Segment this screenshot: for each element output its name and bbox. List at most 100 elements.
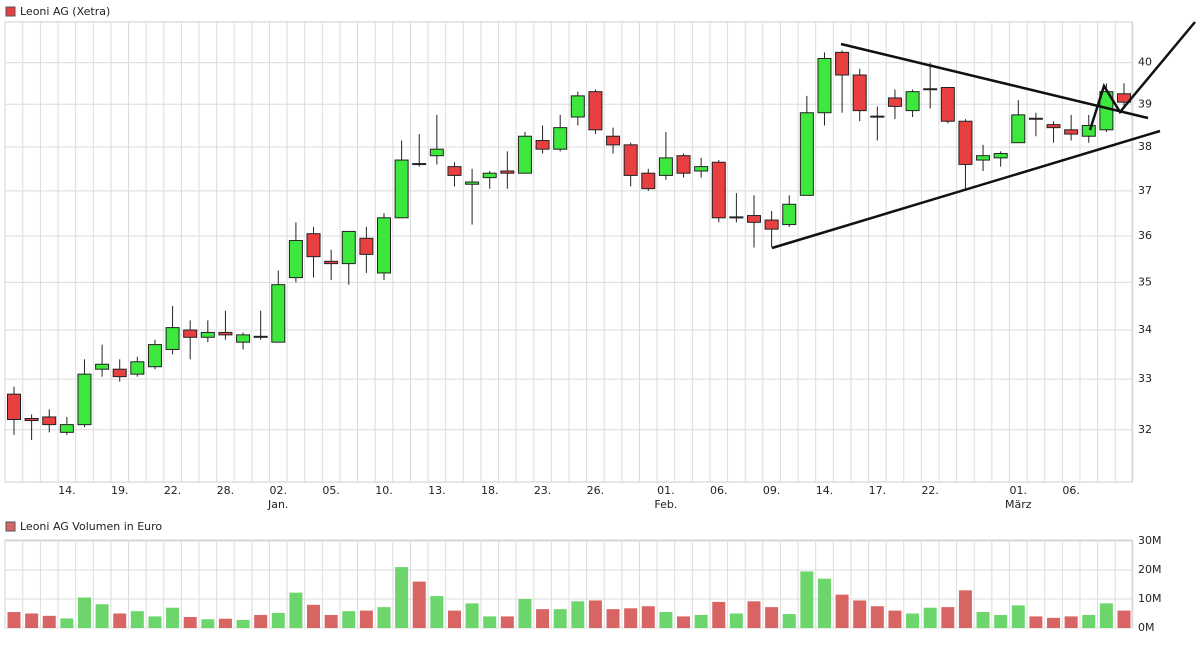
- candle-body: [729, 216, 744, 219]
- candle-body: [782, 203, 797, 226]
- candle-body: [993, 153, 1008, 159]
- candle-body: [200, 331, 215, 338]
- candle-body: [112, 368, 127, 378]
- candle-body: [1064, 129, 1079, 135]
- x-tick-label: 28.: [217, 484, 235, 497]
- volume-bar: [712, 601, 726, 628]
- volume-bar: [941, 607, 955, 628]
- volume-bar: [1082, 614, 1096, 628]
- x-tick-label: 01.: [657, 484, 675, 497]
- y-tick-label: 40: [1138, 56, 1152, 69]
- volume-bar: [183, 616, 197, 628]
- legend-label: Leoni AG Volumen in Euro: [20, 520, 162, 533]
- volume-bar: [747, 601, 761, 628]
- candle-body: [429, 148, 444, 157]
- candle-body: [1011, 114, 1026, 144]
- trend-line: [1088, 21, 1196, 131]
- y-tick-label: 35: [1138, 275, 1152, 288]
- volume-bar: [588, 600, 602, 628]
- volume-bar: [359, 610, 373, 628]
- volume-bar: [765, 607, 779, 628]
- volume-bar: [800, 571, 814, 628]
- x-tick-label: 26.: [587, 484, 605, 497]
- candle-body: [253, 335, 268, 338]
- candle-body: [535, 140, 550, 150]
- x-tick-label: 10.: [375, 484, 393, 497]
- x-tick-label: 14.: [58, 484, 76, 497]
- candle-body: [517, 135, 532, 174]
- volume-bar: [853, 600, 867, 628]
- y-tick-label: 10M: [1138, 592, 1162, 605]
- x-tick-sublabel: Jan.: [267, 498, 288, 511]
- volume-bar: [95, 604, 109, 628]
- x-tick-label: 17.: [869, 484, 887, 497]
- volume-bar: [782, 614, 796, 628]
- candle-body: [306, 233, 321, 258]
- x-tick-label: 01.: [1010, 484, 1028, 497]
- candle-body: [588, 91, 603, 131]
- volume-bar: [1047, 617, 1061, 628]
- candle-body: [288, 240, 303, 279]
- candle-body: [24, 417, 39, 422]
- candle-body: [606, 135, 621, 146]
- volume-bar: [148, 616, 162, 628]
- volume-bar: [1099, 603, 1113, 628]
- candle-body: [465, 181, 480, 185]
- candle-body: [870, 115, 885, 118]
- volume-bar: [377, 607, 391, 628]
- volume-bar: [817, 578, 831, 628]
- y-tick-label: 38: [1138, 140, 1152, 153]
- volume-bar: [60, 618, 74, 628]
- trend-line: [771, 129, 1161, 250]
- trend-lines: [771, 21, 1196, 250]
- volume-bar: [25, 613, 39, 628]
- x-tick-label: 23.: [534, 484, 552, 497]
- volume-bar: [694, 614, 708, 628]
- volume-bar: [1117, 610, 1131, 628]
- volume-bar: [641, 606, 655, 628]
- volume-bar: [324, 614, 338, 628]
- candle-body: [658, 157, 673, 176]
- y-tick-label: 32: [1138, 423, 1152, 436]
- volume-bar: [1029, 616, 1043, 628]
- volume-bar: [271, 612, 285, 628]
- volume-bar: [342, 611, 356, 628]
- volume-bar: [166, 607, 180, 628]
- volume-bar: [236, 619, 250, 628]
- legend-swatch: [5, 521, 16, 532]
- y-tick-label: 20M: [1138, 563, 1162, 576]
- candle-body: [165, 327, 180, 350]
- volume-bar: [130, 611, 144, 628]
- y-tick-label: 30M: [1138, 534, 1162, 547]
- volume-bar: [729, 613, 743, 628]
- x-tick-label: 06.: [1062, 484, 1080, 497]
- volume-bar: [307, 604, 321, 628]
- candle-body: [236, 334, 251, 343]
- volume-bar: [518, 599, 532, 628]
- legend-label: Leoni AG (Xetra): [20, 5, 110, 18]
- x-tick-label: 06.: [710, 484, 728, 497]
- candle-body: [359, 237, 374, 255]
- candle-body: [482, 172, 497, 179]
- candle-body: [905, 91, 920, 112]
- x-tick-label: 19.: [111, 484, 129, 497]
- candle-body: [42, 416, 57, 426]
- candle-body: [835, 51, 850, 76]
- volume-bar: [553, 609, 567, 628]
- volume-bar: [1064, 616, 1078, 628]
- candle-body: [341, 230, 356, 265]
- x-tick-label: 02.: [270, 484, 288, 497]
- candle-body: [623, 144, 638, 176]
- volume-bar: [500, 616, 514, 628]
- volume-bar: [624, 608, 638, 628]
- candle-body: [958, 120, 973, 165]
- x-tick-label: 13.: [428, 484, 446, 497]
- volume-bar: [254, 614, 268, 628]
- candle-body: [764, 219, 779, 230]
- candle-body: [59, 424, 74, 433]
- volume-bar: [976, 612, 990, 628]
- candle-body: [271, 284, 286, 343]
- volume-bar: [42, 615, 56, 628]
- candle-body: [852, 74, 867, 112]
